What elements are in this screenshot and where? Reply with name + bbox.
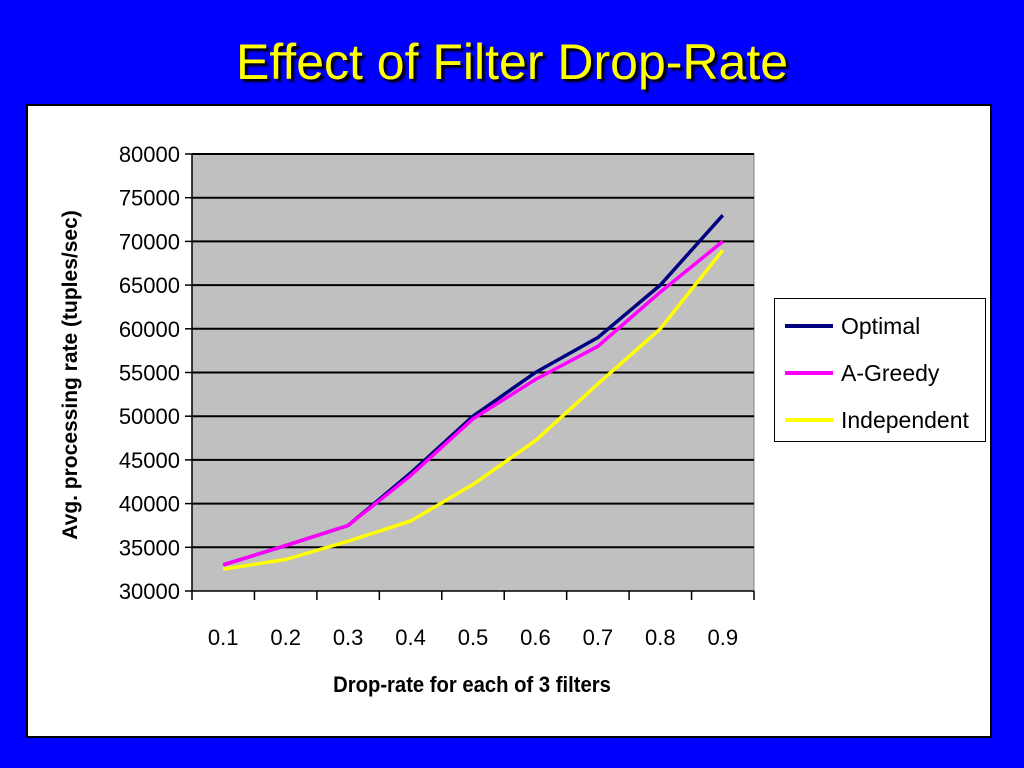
y-tick-label: 60000 (119, 317, 180, 342)
y-axis-label: Avg. processing rate (tuples/sec) (59, 210, 82, 540)
series-line-independent (222, 249, 725, 571)
y-tick-label: 50000 (119, 404, 180, 429)
x-tick-label: 0.4 (395, 625, 426, 650)
x-tick-label: 0.6 (520, 625, 551, 650)
y-tick-label: 80000 (119, 142, 180, 167)
y-tick-label: 70000 (119, 229, 180, 254)
legend-label-a-greedy: A-Greedy (841, 360, 940, 386)
x-tick-label: 0.3 (333, 625, 364, 650)
x-tick-label: 0.5 (458, 625, 489, 650)
x-tick-label: 0.7 (583, 625, 614, 650)
x-tick-label: 0.8 (645, 625, 676, 650)
legend-label-optimal: Optimal (841, 313, 921, 339)
legend-swatch-optimal (785, 324, 833, 328)
y-tick-label: 65000 (119, 273, 180, 298)
chart-legend: Optimal A-Greedy Independent (774, 298, 986, 442)
x-tick-label: 0.2 (270, 625, 301, 650)
slide-title: Effect of Filter Drop-Rate (235, 34, 789, 90)
x-tick-label: 0.1 (208, 625, 239, 650)
series-line-a-greedy (222, 240, 724, 567)
x-axis-label: Drop-rate for each of 3 filters (333, 672, 611, 697)
y-tick-label: 55000 (119, 361, 180, 386)
x-tick-label: 0.9 (707, 625, 738, 650)
y-tick-label: 75000 (119, 186, 180, 211)
y-tick-label: 40000 (119, 492, 180, 517)
legend-label-independent: Independent (841, 407, 969, 433)
y-tick-label: 30000 (119, 579, 180, 604)
y-tick-label: 35000 (119, 535, 180, 560)
legend-swatch-a-greedy (785, 371, 833, 375)
y-tick-label: 45000 (119, 448, 180, 473)
legend-swatch-independent (785, 418, 833, 422)
